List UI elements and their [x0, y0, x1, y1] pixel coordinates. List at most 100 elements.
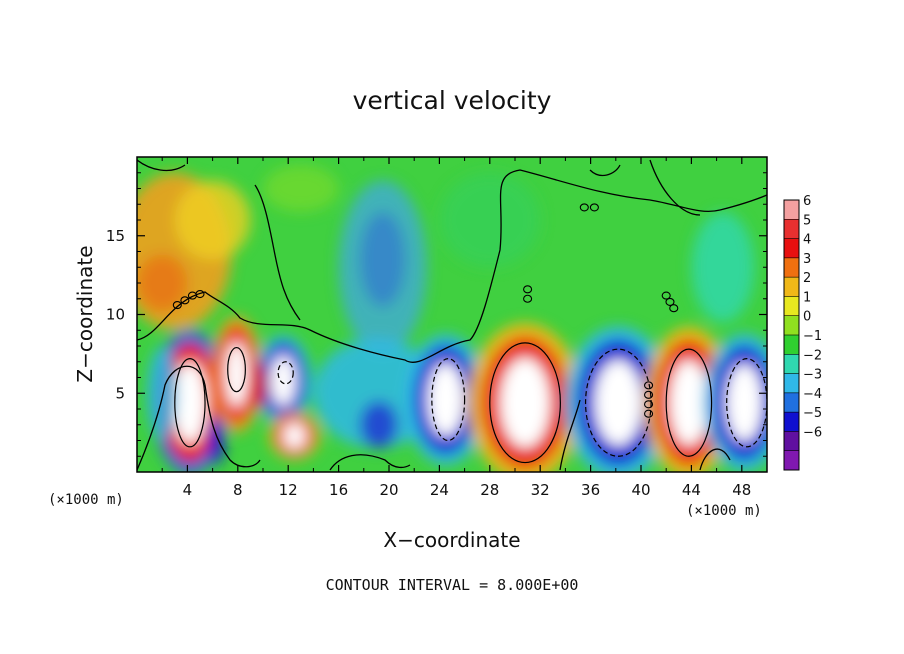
contour-bubble — [195, 289, 205, 299]
field-region — [263, 164, 339, 213]
field-region — [249, 361, 267, 409]
x-tick-label: 8 — [233, 481, 243, 499]
y-tick-label: 10 — [106, 306, 125, 324]
contour-line — [137, 365, 261, 471]
x-tick-label: 44 — [682, 481, 701, 499]
chart-title: vertical velocity — [352, 86, 552, 115]
contour-line — [174, 358, 206, 448]
contour-interval-note: CONTOUR INTERVAL = 8.000E+00 — [325, 576, 579, 594]
colorbar-label: 3 — [803, 252, 811, 267]
colorbar-label: −5 — [803, 406, 822, 421]
x-axis-label: X−coordinate — [383, 528, 520, 552]
x-tick-label: 20 — [379, 481, 398, 499]
field-region — [137, 254, 188, 312]
colorbar-label: −1 — [803, 329, 822, 344]
contour-bubble — [665, 297, 675, 306]
contour-bubble — [180, 296, 190, 305]
field-region — [691, 212, 755, 323]
colorbar-label: 6 — [803, 194, 811, 209]
contour-bubble — [644, 409, 654, 418]
colorbar-label: −4 — [803, 387, 822, 402]
x-tick-label: 48 — [732, 481, 751, 499]
colorbar-segment — [784, 450, 799, 471]
colorbar-segment — [784, 257, 799, 278]
colorbar-segment — [784, 354, 799, 374]
contour-bubble — [172, 300, 182, 310]
contour-line — [137, 159, 301, 321]
field-region — [208, 416, 224, 465]
field-region — [726, 363, 763, 442]
colorbar-label: 4 — [803, 233, 811, 248]
contour-bubble — [523, 294, 533, 303]
y-axis: 5 10 15 — [106, 172, 767, 457]
x-unit-right: (×1000 m) — [686, 503, 762, 519]
field-region — [427, 362, 464, 437]
x-tick-label: 24 — [430, 481, 449, 499]
y-tick-label: 15 — [106, 227, 125, 245]
contour-line — [137, 169, 767, 363]
contour-bubble — [589, 203, 599, 212]
contour-line — [559, 399, 731, 471]
x-tick-label: 12 — [279, 481, 298, 499]
colorbar-segment — [784, 277, 799, 297]
contour-line — [589, 159, 701, 216]
field-region — [439, 172, 541, 268]
colorbar-segment — [784, 431, 799, 452]
contour-line — [277, 361, 294, 385]
contour-line — [665, 348, 713, 457]
y-axis-label: Z−coordinate — [73, 245, 97, 382]
contour-lines — [137, 159, 767, 471]
field-region — [360, 212, 406, 307]
contour-line — [489, 342, 561, 464]
colorbar-label: −2 — [803, 348, 822, 363]
field-region — [669, 359, 709, 446]
field-region — [360, 401, 398, 449]
velocity-field — [137, 164, 767, 472]
contour-bubble — [644, 390, 654, 399]
colorbar-label: −6 — [803, 425, 822, 440]
contour-line — [584, 348, 652, 457]
x-tick-label: 28 — [480, 481, 499, 499]
colorbar: 6 5 4 3 2 1 0 −1 −2 −3 −4 −5 −6 — [783, 194, 822, 471]
plot-area — [137, 157, 767, 472]
field-region — [270, 355, 296, 407]
x-tick-label: 4 — [183, 481, 193, 499]
colorbar-segment — [784, 392, 799, 413]
colorbar-label: 0 — [803, 310, 811, 325]
contour-line — [431, 357, 466, 442]
y-tick-label: 5 — [115, 384, 125, 402]
contour-line — [329, 454, 411, 471]
contour-bubble — [644, 400, 654, 409]
colorbar-segment — [784, 315, 799, 336]
colorbar-label: 2 — [803, 271, 811, 286]
contour-bubble — [644, 381, 654, 390]
field-region — [173, 361, 207, 444]
x-axis: 4 8 12 16 20 24 28 32 36 40 44 48 — [161, 157, 751, 499]
colorbar-segment — [784, 219, 799, 239]
field-region — [500, 357, 551, 448]
x-tick-label: 16 — [329, 481, 348, 499]
colorbar-segment — [784, 335, 799, 355]
contour-bubble — [523, 285, 533, 294]
field-region — [174, 180, 251, 260]
colorbar-segment — [784, 373, 799, 394]
field-region — [147, 346, 178, 441]
field-region — [225, 341, 248, 408]
field-region — [283, 422, 306, 450]
contour-bubble — [661, 291, 671, 300]
colorbar-segment — [784, 200, 799, 220]
field-region — [594, 359, 642, 446]
x-tick-label: 40 — [631, 481, 650, 499]
x-tick-label: 36 — [581, 481, 600, 499]
contour-line — [726, 358, 767, 448]
colorbar-label: 1 — [803, 290, 811, 305]
colorbar-segment — [784, 412, 799, 432]
colorbar-segment — [784, 238, 799, 259]
colorbar-label: −3 — [803, 368, 822, 383]
colorbar-label: 5 — [803, 213, 811, 228]
contour-bubble — [669, 304, 679, 313]
contour-bubble — [579, 203, 589, 212]
x-tick-label: 32 — [531, 481, 550, 499]
contour-line — [227, 346, 246, 393]
